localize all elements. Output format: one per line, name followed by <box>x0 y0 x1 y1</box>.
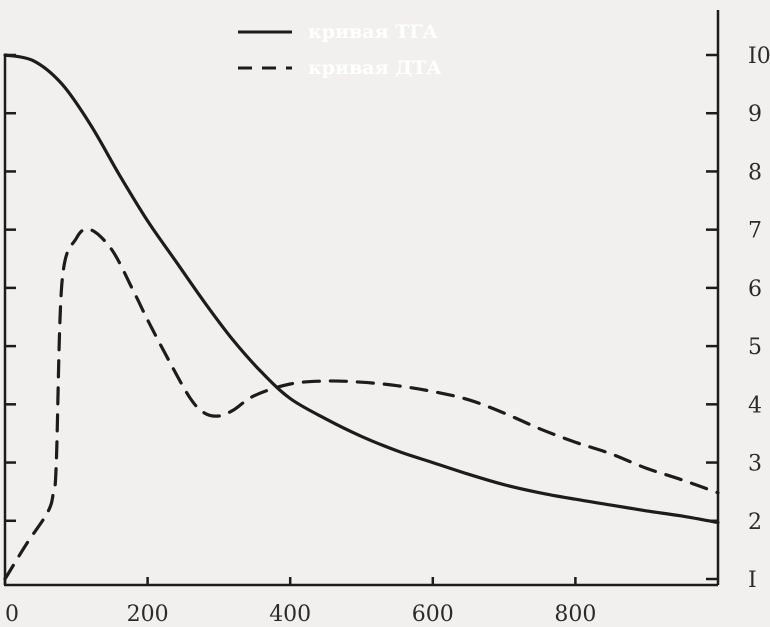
right-ticks <box>706 53 718 581</box>
y-tick-label: I <box>748 568 757 593</box>
x-tick-label: 800 <box>554 602 596 627</box>
legend-label-series-2: кривая ДТА <box>308 57 442 79</box>
y-tick-label: 8 <box>748 160 762 185</box>
x-tick-label: 200 <box>127 602 169 627</box>
y-tick-label: 7 <box>748 219 762 244</box>
y-tick-label: 4 <box>748 393 762 418</box>
y-tick-label: 9 <box>748 102 762 127</box>
y-tick-label: I0 <box>748 44 770 69</box>
legend: кривая ТГА кривая ДТА <box>238 21 442 79</box>
y-tick-label: 5 <box>748 335 762 360</box>
y-tick-labels: I 2 3 4 5 6 7 8 9 I0 <box>748 44 770 593</box>
legend-label-series-1: кривая ТГА <box>308 21 439 43</box>
x-tick-label: 0 <box>5 602 19 627</box>
y-tick-label: 3 <box>748 452 762 477</box>
axes <box>3 10 720 587</box>
series-line-tga <box>3 53 720 525</box>
series-line-dta <box>3 227 720 581</box>
left-ticks <box>5 53 16 523</box>
series-layer <box>3 53 720 581</box>
x-tick-label: 400 <box>269 602 311 627</box>
y-tick-label: 2 <box>748 510 762 535</box>
y-tick-label: 6 <box>748 277 762 302</box>
x-tick-label: 600 <box>412 602 454 627</box>
x-tick-labels: 0 200 400 600 800 <box>5 602 596 627</box>
